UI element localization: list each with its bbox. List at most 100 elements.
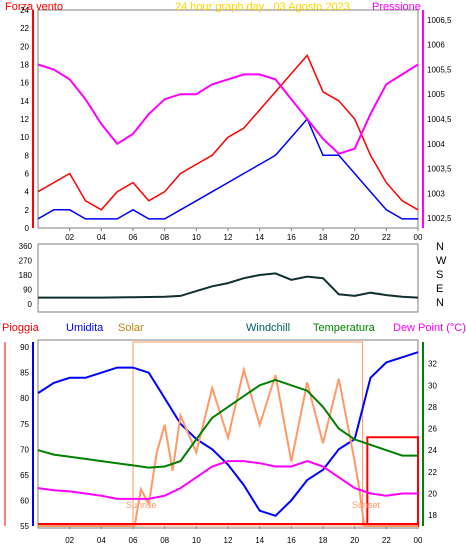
chart-title: 24 hour graph day , 03 Agosto 2023 — [175, 1, 350, 13]
rain-box — [366, 436, 420, 528]
direction-tick-label: 0 — [28, 300, 33, 309]
x-tick-label: 10 — [192, 536, 201, 545]
temperature-tick-label: 30 — [428, 381, 437, 390]
pressure-tick-label: 1006,5 — [427, 16, 452, 25]
x-tick-label: 00 — [414, 233, 423, 242]
pressure-line — [37, 63, 419, 155]
x-tick-label: 22 — [382, 536, 391, 545]
wind-tick-label: 4 — [25, 188, 30, 197]
direction-y-axis: 0 90 180 270 360 — [19, 242, 33, 309]
x-tick-label: 20 — [350, 536, 359, 545]
x-tick-label: 00 — [414, 536, 423, 545]
x-tick-label: 08 — [160, 233, 169, 242]
wind-tick-label: 16 — [20, 79, 29, 88]
humidity-tick-label: 75 — [20, 420, 29, 429]
direction-tick-label: 360 — [19, 242, 33, 251]
x-tick-label: 12 — [224, 233, 233, 242]
hour-x-axis-bottom: 02 04 06 08 10 12 14 16 18 20 22 00 — [65, 526, 423, 545]
gust-line — [37, 54, 419, 211]
humidity-tick-label: 60 — [20, 496, 29, 505]
x-tick-label: 16 — [287, 233, 296, 242]
daylight-window — [132, 341, 364, 527]
compass-label: E — [436, 283, 443, 295]
x-tick-label: 08 — [160, 536, 169, 545]
pressure-axis-label: Pressione — [372, 1, 421, 13]
wind-tick-label: 6 — [25, 170, 30, 179]
sunrise-label: Sunrise — [126, 500, 157, 510]
humidity-tick-label: 80 — [20, 394, 29, 403]
dewpoint-label: Dew Point (°C) — [393, 322, 466, 334]
pressure-tick-label: 1006 — [427, 41, 445, 50]
wind-direction-series — [38, 272, 419, 299]
dewpoint-line — [37, 460, 418, 500]
wind-direction-plot-frame — [37, 243, 419, 313]
wind-tick-label: 8 — [25, 151, 30, 160]
wind-tick-label: 12 — [20, 115, 29, 124]
humidity-tick-label: 55 — [20, 522, 29, 531]
x-tick-label: 02 — [65, 536, 74, 545]
humidity-tick-label: 70 — [20, 445, 29, 454]
rain-label: Pioggia — [2, 322, 40, 334]
wind-tick-label: 20 — [20, 42, 29, 51]
temperature-series — [37, 341, 420, 528]
compass-label: N — [436, 297, 444, 309]
hour-x-axis-top: 02 04 06 08 10 12 14 16 18 20 22 00 — [65, 228, 423, 242]
speed-line — [37, 117, 418, 220]
sunset-label: Sunset — [352, 500, 381, 510]
wind-tick-label: 14 — [20, 97, 29, 106]
wind-tick-label: 24 — [20, 6, 29, 15]
pressure-tick-label: 1005,5 — [427, 65, 452, 74]
compass-label: S — [436, 269, 443, 281]
temperature-tick-label: 32 — [428, 360, 437, 369]
x-tick-label: 04 — [97, 233, 106, 242]
pressure-tick-label: 1002,5 — [427, 214, 452, 223]
humidity-tick-label: 85 — [20, 369, 29, 378]
x-tick-label: 22 — [382, 233, 391, 242]
x-tick-label: 06 — [129, 536, 138, 545]
temperature-tick-label: 28 — [428, 403, 437, 412]
x-tick-label: 18 — [319, 233, 328, 242]
direction-tick-label: 180 — [19, 271, 33, 280]
x-tick-label: 18 — [319, 536, 328, 545]
direction-tick-label: 90 — [23, 286, 32, 295]
x-tick-label: 02 — [65, 233, 74, 242]
temperature-tick-label: 26 — [428, 425, 437, 434]
direction-tick-label: 270 — [19, 257, 33, 266]
pressure-tick-label: 1003,5 — [427, 165, 452, 174]
temperature-tick-label: 22 — [428, 468, 437, 477]
temperature-tick-label: 18 — [428, 511, 437, 520]
windchill-label: Windchill — [246, 322, 290, 334]
compass-label: W — [436, 255, 447, 267]
x-tick-label: 12 — [224, 536, 233, 545]
humidity-tick-label: 65 — [20, 471, 29, 480]
pressure-tick-label: 1004 — [427, 140, 445, 149]
pressure-tick-label: 1004,5 — [427, 115, 452, 124]
humidity-tick-label: 90 — [20, 343, 29, 352]
wind-direction-line — [38, 272, 419, 299]
temperature-tick-label: 24 — [428, 446, 437, 455]
temperature-y-axis: 18 20 22 24 26 28 30 32 — [422, 342, 437, 526]
compass-label: N — [436, 241, 444, 253]
pressure-tick-label: 1003 — [427, 189, 445, 198]
x-tick-label: 20 — [350, 233, 359, 242]
wind-tick-label: 10 — [20, 133, 29, 142]
pressure-tick-label: 1005 — [427, 90, 445, 99]
x-tick-label: 10 — [192, 233, 201, 242]
solar-label: Solar — [118, 322, 144, 334]
pressure-y-axis: 1002,5 1003 1003,5 1004 1004,5 1005 1005,5 1006… — [422, 10, 452, 228]
temperature-line — [37, 378, 418, 469]
wind-pressure-plot-frame — [37, 9, 419, 229]
wind-tick-label: 18 — [20, 61, 29, 70]
wind-tick-label: 22 — [20, 24, 29, 33]
temperature-label: Temperatura — [313, 322, 376, 334]
humidity-y-axis: 55 60 65 70 75 80 85 90 — [4, 342, 34, 531]
wind-tick-label: 2 — [25, 206, 30, 215]
wind-pressure-series — [37, 54, 419, 220]
x-tick-label: 06 — [129, 233, 138, 242]
temperature-tick-label: 20 — [428, 490, 437, 499]
x-tick-label: 14 — [255, 536, 264, 545]
